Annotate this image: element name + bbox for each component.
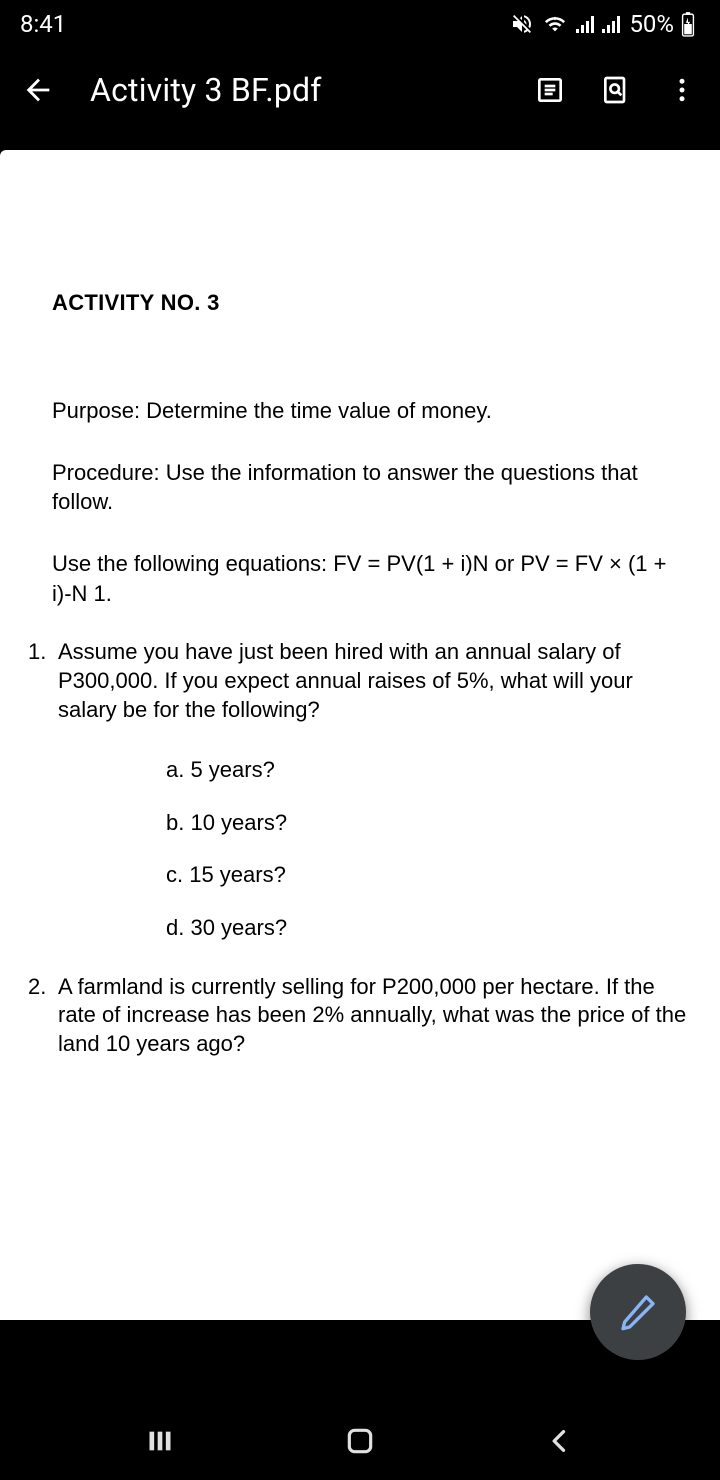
- q1-opt-b: b. 10 years?: [166, 809, 692, 838]
- more-vert-icon: [667, 75, 697, 105]
- question-2: A farmland is currently selling for P200…: [28, 973, 692, 1059]
- find-button[interactable]: [592, 66, 640, 114]
- battery-icon: [680, 11, 696, 37]
- nav-home[interactable]: [320, 1411, 400, 1471]
- recent-icon: [144, 1427, 176, 1455]
- q1-opt-c: c. 15 years?: [166, 861, 692, 890]
- home-icon: [344, 1425, 376, 1457]
- list-icon: [534, 74, 566, 106]
- nav-back[interactable]: [520, 1411, 600, 1471]
- doc-purpose: Purpose: Determine the time value of mon…: [52, 396, 692, 426]
- doc-equations: Use the following equations: FV = PV(1 +…: [52, 549, 692, 608]
- question-2-text: A farmland is currently selling for P200…: [58, 974, 686, 1056]
- q1-opt-d: d. 30 years?: [166, 914, 692, 943]
- status-right: 50%: [509, 10, 696, 38]
- question-1: Assume you have just been hired with an …: [28, 638, 692, 942]
- app-bar: Activity 3 BF.pdf: [0, 48, 720, 132]
- wifi-icon: [541, 13, 569, 35]
- page-title: Activity 3 BF.pdf: [80, 71, 508, 109]
- status-bar: 8:41 50%: [0, 0, 720, 48]
- nav-recent[interactable]: [120, 1411, 200, 1471]
- system-nav-bar: [0, 1402, 720, 1480]
- signal2-icon: [601, 14, 621, 34]
- outline-button[interactable]: [526, 66, 574, 114]
- mute-icon: [509, 12, 535, 36]
- question-list: Assume you have just been hired with an …: [28, 638, 692, 1058]
- q1-opt-a: a. 5 years?: [166, 756, 692, 785]
- battery-percent: 50%: [629, 10, 674, 38]
- status-time: 8:41: [20, 10, 66, 38]
- back-chevron-icon: [546, 1427, 574, 1455]
- pdf-page: ACTIVITY NO. 3 Purpose: Determine the ti…: [0, 150, 720, 1320]
- arrow-left-icon: [21, 73, 55, 107]
- pencil-icon: [618, 1292, 658, 1332]
- back-button[interactable]: [14, 66, 62, 114]
- more-button[interactable]: [658, 66, 706, 114]
- doc-procedure: Procedure: Use the information to answer…: [52, 458, 692, 517]
- doc-heading: ACTIVITY NO. 3: [52, 290, 692, 316]
- question-1-text: Assume you have just been hired with an …: [58, 639, 633, 721]
- document-viewport[interactable]: ACTIVITY NO. 3 Purpose: Determine the ti…: [0, 132, 720, 1320]
- annotate-fab[interactable]: [590, 1264, 686, 1360]
- search-in-page-icon: [600, 74, 632, 106]
- signal1-icon: [575, 14, 595, 34]
- question-1-sublist: a. 5 years? b. 10 years? c. 15 years? d.…: [166, 756, 692, 942]
